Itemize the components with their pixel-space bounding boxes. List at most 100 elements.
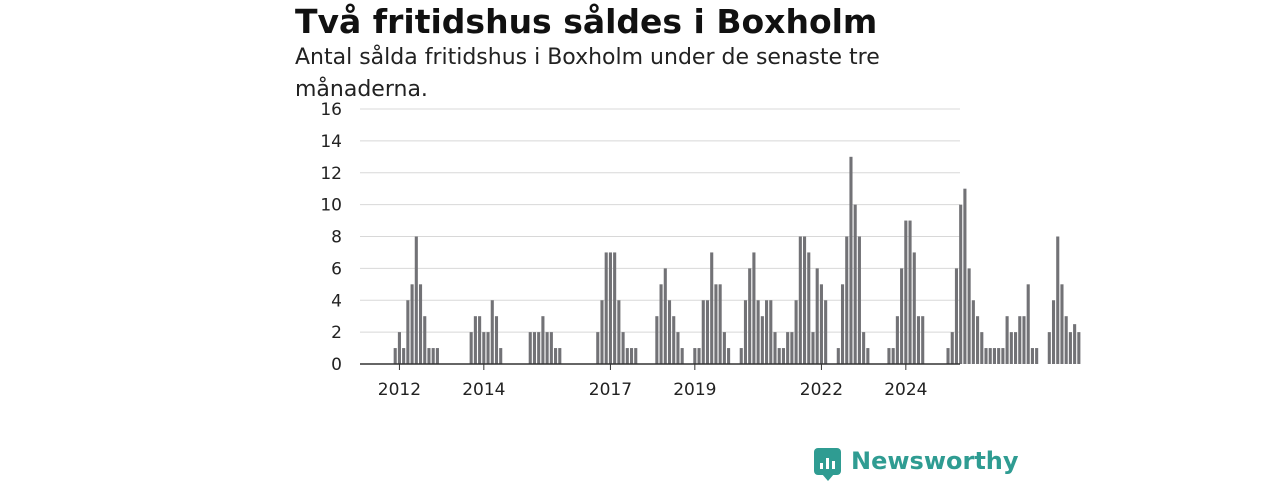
- chart-title: Två fritidshus såldes i Boxholm: [295, 2, 878, 41]
- bar: [549, 332, 553, 364]
- bar: [473, 316, 477, 364]
- bar: [1056, 236, 1060, 364]
- bar: [971, 300, 975, 364]
- bar: [414, 236, 418, 364]
- bar: [912, 252, 916, 364]
- bar: [727, 348, 731, 364]
- y-tick-label: 16: [320, 100, 342, 120]
- bar: [1018, 316, 1022, 364]
- bar: [1005, 316, 1009, 364]
- bar: [558, 348, 562, 364]
- newsworthy-logo-icon: [814, 447, 841, 481]
- bar: [693, 348, 697, 364]
- bar: [482, 332, 486, 364]
- bar: [794, 300, 798, 364]
- bar: [1077, 332, 1081, 364]
- bar: [1060, 284, 1064, 364]
- bar: [1073, 324, 1077, 364]
- bar: [959, 204, 963, 364]
- bar: [537, 332, 541, 364]
- bar: [845, 236, 849, 364]
- bar: [722, 332, 726, 364]
- bar: [418, 284, 423, 364]
- y-tick-label: 10: [320, 196, 342, 216]
- bar: [967, 268, 971, 364]
- bar: [760, 316, 764, 364]
- y-tick-label: 14: [320, 132, 342, 152]
- bar: [397, 332, 401, 364]
- bar: [469, 332, 473, 364]
- bar: [701, 300, 705, 364]
- bar: [803, 236, 807, 364]
- bar: [769, 300, 773, 364]
- bar: [499, 348, 503, 364]
- bar: [739, 348, 743, 364]
- bar: [824, 300, 828, 364]
- bar: [916, 316, 921, 364]
- bar: [781, 348, 785, 364]
- bar: [1030, 348, 1034, 364]
- bar: [836, 348, 840, 364]
- y-tick-label: 6: [331, 259, 342, 279]
- bar: [950, 332, 954, 364]
- bar: [1068, 332, 1072, 364]
- bar: [634, 348, 638, 364]
- y-tick-label: 12: [320, 164, 342, 184]
- y-axis-ticks: 0 2 4 6 8 10 12 14 16: [320, 100, 342, 375]
- bar: [849, 156, 853, 364]
- bar: [554, 348, 558, 364]
- bar: [676, 332, 680, 364]
- y-tick-label: 4: [331, 291, 342, 311]
- bar: [714, 284, 718, 364]
- bar: [756, 300, 760, 364]
- x-axis-ticks: 2012 2014 2017 2019 2022 2024: [378, 364, 927, 400]
- bar: [773, 332, 777, 364]
- bar: [596, 332, 600, 364]
- bar: [765, 300, 769, 364]
- bar: [431, 348, 435, 364]
- bar: [748, 268, 752, 364]
- bar: [900, 268, 904, 364]
- chart-subtitle: Antal sålda fritidshus i Boxholm under d…: [295, 45, 880, 102]
- bar: [908, 220, 912, 364]
- bars: [393, 156, 1081, 364]
- bar: [1035, 348, 1039, 364]
- x-tick-label: 2017: [589, 380, 632, 400]
- bar: [427, 348, 431, 364]
- bar: [853, 204, 857, 364]
- bar: [811, 332, 815, 364]
- bar: [891, 348, 895, 364]
- bar: [621, 332, 625, 364]
- bar: [815, 268, 819, 364]
- bar: [545, 332, 549, 364]
- bar: [997, 348, 1001, 364]
- bar: [402, 348, 406, 364]
- bar: [862, 332, 866, 364]
- bar: [423, 316, 427, 364]
- bar: [608, 252, 612, 364]
- bar: [1022, 316, 1026, 364]
- bar: [1047, 332, 1051, 364]
- bar: [705, 300, 710, 364]
- bar: [807, 252, 811, 364]
- bar: [988, 348, 992, 364]
- bar: [1064, 316, 1068, 364]
- bar: [992, 348, 996, 364]
- bar: [667, 300, 672, 364]
- bar: [790, 332, 794, 364]
- bar: [435, 348, 439, 364]
- bar: [600, 300, 604, 364]
- bar: [904, 220, 908, 364]
- bar: [659, 284, 663, 364]
- bar: [494, 316, 499, 364]
- bar: [946, 348, 950, 364]
- bar: [954, 268, 959, 364]
- bar: [963, 188, 967, 364]
- bar: [528, 332, 532, 364]
- bar: [866, 348, 870, 364]
- x-tick-label: 2019: [673, 380, 716, 400]
- x-tick-label: 2014: [462, 380, 505, 400]
- bar: [887, 348, 891, 364]
- bar: [857, 236, 861, 364]
